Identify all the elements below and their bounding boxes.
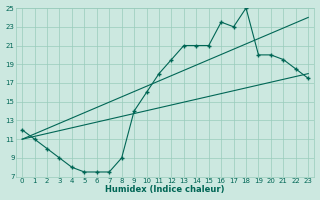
X-axis label: Humidex (Indice chaleur): Humidex (Indice chaleur) [106, 185, 225, 194]
